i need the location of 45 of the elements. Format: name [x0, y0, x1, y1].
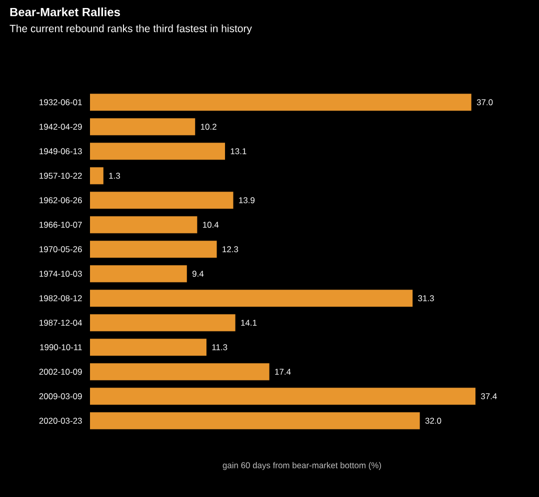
bar [90, 118, 196, 136]
x-axis-title: gain 60 days from bear-market bottom (%) [222, 462, 381, 470]
chart-title: Bear-Market Rallies [10, 8, 120, 16]
y-tick-label: 2009-03-09 [39, 393, 82, 400]
data-label: 10.4 [203, 222, 219, 228]
y-tick-label: 1990-10-11 [40, 344, 82, 350]
data-label: 17.4 [275, 368, 291, 375]
y-tick-label: 1932-06-01 [40, 99, 82, 106]
y-tick-label: 1974-10-03 [40, 270, 82, 277]
data-label: 11.3 [212, 344, 228, 350]
bar [90, 142, 226, 160]
data-label: 31.3 [418, 295, 434, 302]
y-tick-label: 1962-06-26 [40, 197, 82, 204]
y-tick-label: 1970-05-26 [40, 246, 82, 252]
data-label: 10.2 [200, 124, 216, 130]
data-label: 14.1 [241, 320, 257, 326]
bar [90, 216, 198, 234]
data-label: 13.9 [239, 197, 255, 204]
y-tick-label: 1966-10-07 [40, 222, 82, 228]
chart-subtitle: The current rebound ranks the third fastest in history [10, 24, 252, 34]
bar [90, 290, 413, 307]
bar [90, 265, 187, 282]
bar [90, 412, 420, 430]
bar [90, 314, 236, 332]
bar [90, 240, 217, 258]
y-tick-label: 1949-06-13 [40, 148, 82, 154]
bar [90, 192, 234, 209]
data-label: 9.4 [192, 270, 204, 277]
bar [90, 363, 270, 380]
data-label: 13.1 [230, 148, 246, 154]
bar [90, 167, 104, 184]
data-label: 37.0 [476, 99, 493, 106]
y-tick-label: 1982-08-12 [40, 295, 82, 302]
data-label: 12.3 [222, 246, 238, 252]
data-label: 37.4 [480, 393, 497, 400]
data-label: 1.3 [109, 172, 120, 179]
y-tick-label: 2002-10-09 [39, 368, 82, 375]
bar [90, 94, 472, 111]
y-tick-label: 2020-03-23 [39, 418, 82, 424]
y-tick-label: 1957-10-22 [40, 172, 82, 179]
bar [90, 388, 476, 405]
bar [90, 338, 206, 356]
y-tick-label: 1942-04-29 [40, 124, 82, 130]
data-label: 32.0 [425, 418, 442, 424]
y-tick-label: 1987-12-04 [40, 320, 82, 326]
